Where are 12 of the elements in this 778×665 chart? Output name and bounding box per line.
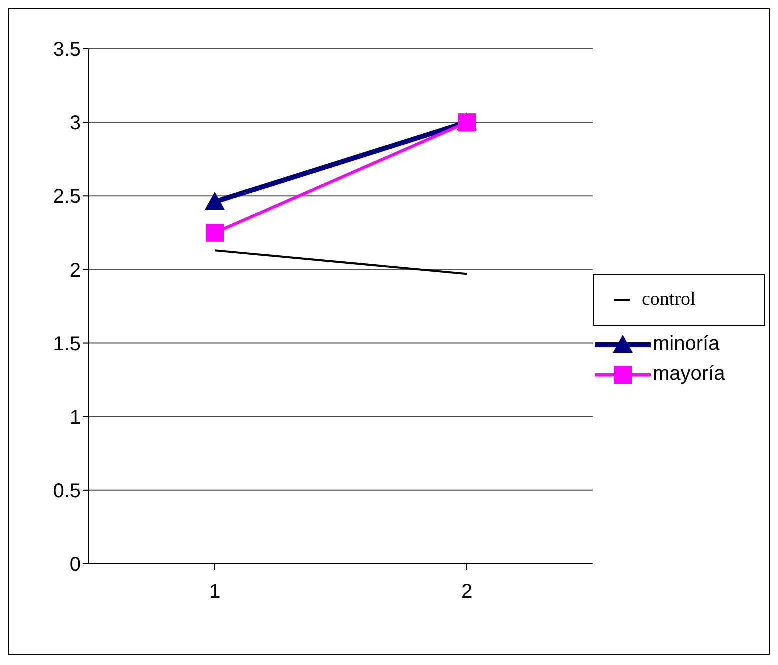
y-tick-label: 1 <box>70 406 81 429</box>
y-tick-label: 3.5 <box>53 39 81 62</box>
y-tick-label: 0.5 <box>53 480 81 503</box>
y-tick-label: 1.5 <box>53 333 81 356</box>
legend-label: control <box>642 288 696 310</box>
y-tick-label: 2 <box>70 260 81 282</box>
legend-label: minoría <box>653 333 720 356</box>
y-tick-label: 3 <box>70 112 81 135</box>
y-tick-label: 2.5 <box>53 186 81 208</box>
point <box>206 224 224 242</box>
legend-label: mayoría <box>653 363 726 386</box>
y-tick-label: 0 <box>70 554 81 576</box>
